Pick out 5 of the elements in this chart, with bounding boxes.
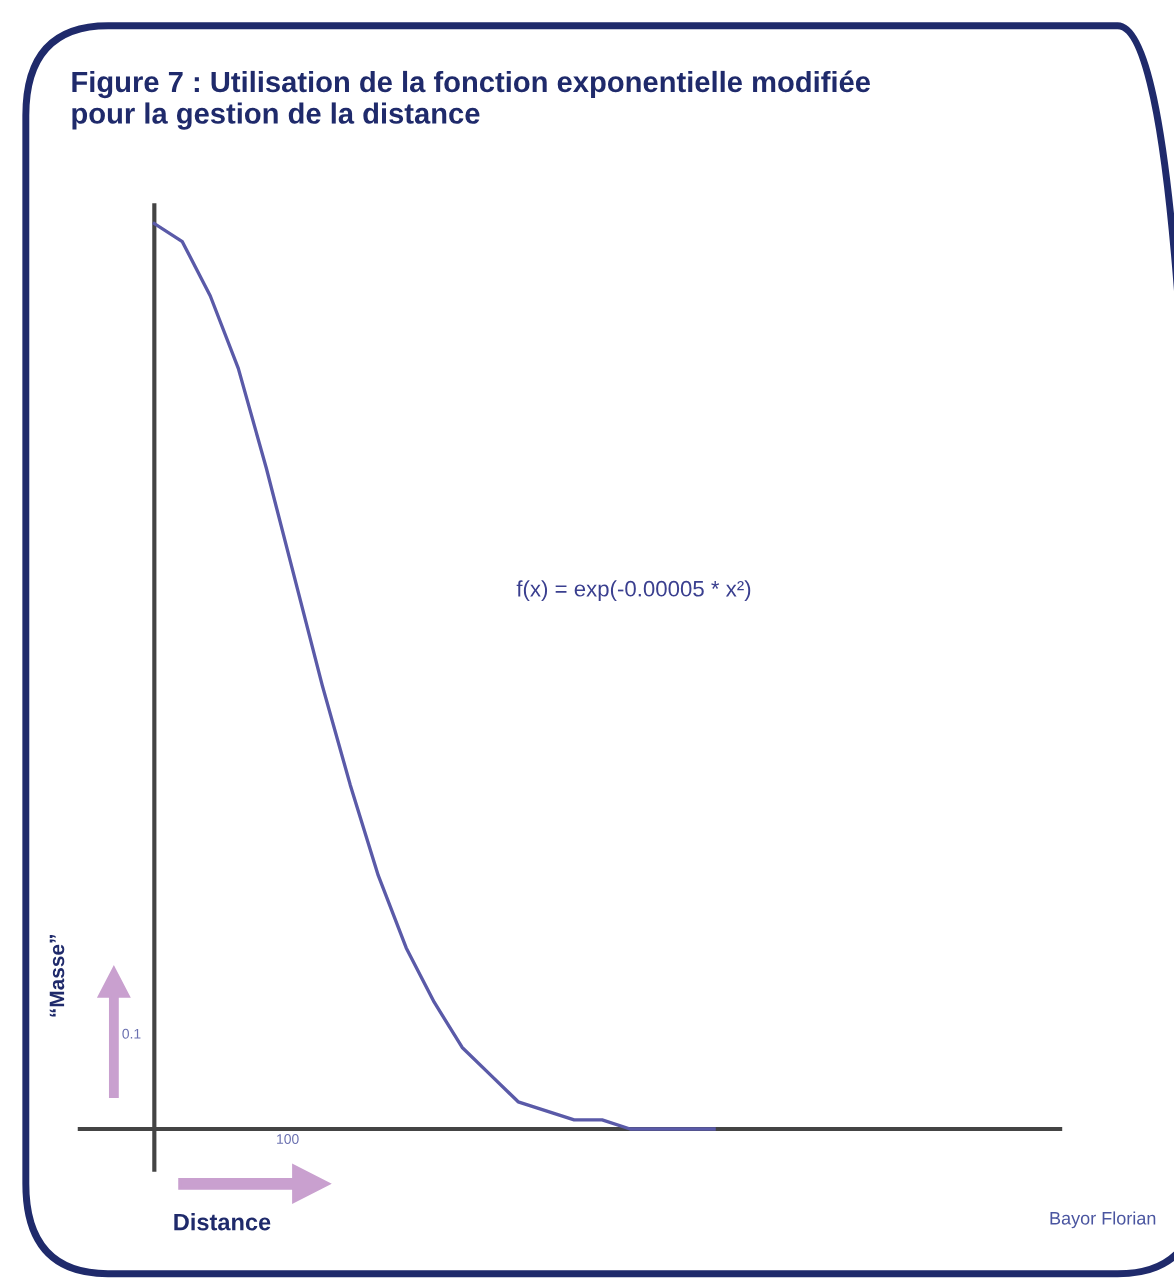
x-axis-title: Distance	[174, 1213, 271, 1231]
annotation: f(x) = exp(-0.00005 * x²)	[516, 580, 751, 601]
chart-title: Figure 7 : Utilisation de la fonction exponentielle modifiée pour la gestion de la distance	[72, 70, 870, 130]
y-axis-title: “Masse”	[49, 935, 65, 1017]
text: Bayor Florian	[1050, 1211, 1156, 1229]
